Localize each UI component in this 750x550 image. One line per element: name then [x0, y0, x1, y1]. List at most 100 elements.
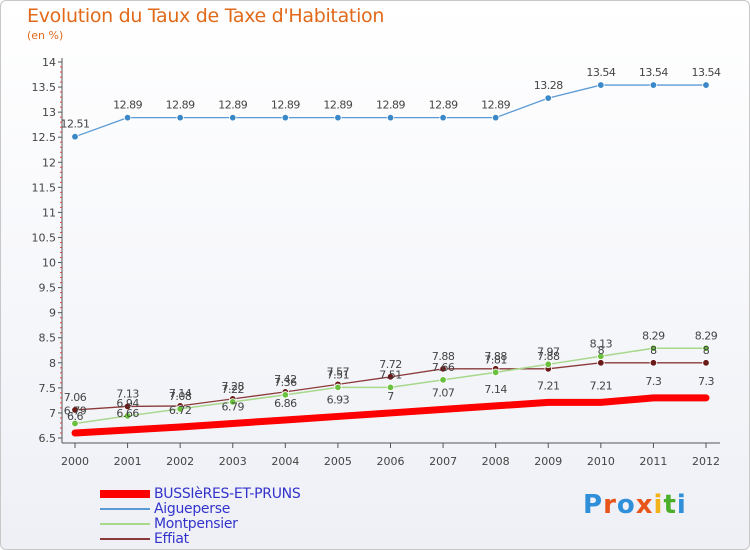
data-point [597, 359, 605, 367]
y-tick-label: 9 [49, 307, 56, 320]
data-label: 7.51 [379, 368, 402, 381]
x-tick-label: 2001 [114, 455, 142, 468]
data-label: 7.14 [169, 387, 192, 400]
y-tick-label: 11 [42, 206, 56, 219]
legend-label: Effiat [154, 531, 189, 547]
data-label: 7.51 [327, 368, 350, 381]
data-point [123, 412, 132, 420]
data-point [544, 360, 552, 369]
data-point [281, 113, 290, 122]
data-label: 13.28 [534, 79, 563, 92]
legend-swatch [100, 523, 150, 525]
data-point [386, 373, 395, 381]
proxiti-logo: Proxiti [583, 490, 687, 520]
legend-swatch [100, 508, 150, 510]
x-tick-label: 2005 [324, 455, 352, 468]
data-label: 7.28 [222, 380, 245, 393]
data-label: 7.22 [222, 383, 245, 396]
y-tick-label: 7.5 [39, 382, 57, 395]
legend-item: BUSSIèRES-ET-PRUNS [100, 486, 301, 502]
chart-title: Evolution du Taux de Taxe d'Habitation [27, 5, 385, 27]
data-label: 7.88 [484, 350, 507, 363]
data-label: 6.79 [64, 404, 87, 417]
y-tick-label: 9.5 [39, 282, 57, 295]
data-point [491, 368, 500, 377]
data-label: 8.13 [590, 337, 613, 350]
data-point [491, 113, 500, 122]
data-label: 7.42 [274, 373, 297, 386]
data-label: 13.54 [692, 66, 721, 79]
data-label: 7.08 [169, 390, 192, 403]
data-point [71, 132, 79, 141]
data-label: 6.93 [327, 393, 350, 406]
data-label: 8.29 [642, 329, 665, 342]
data-label: 12.89 [271, 99, 300, 112]
data-point [439, 113, 447, 122]
data-label: 6.79 [222, 400, 245, 413]
y-tick-label: 7 [49, 407, 56, 420]
data-label: 7.21 [537, 379, 560, 392]
data-point [702, 81, 710, 89]
data-point [229, 113, 237, 122]
data-point [702, 344, 710, 352]
legend-item: Aigueperse [100, 501, 230, 517]
data-point [597, 81, 605, 89]
data-label: 8 [650, 344, 657, 357]
x-tick-label: 2010 [587, 455, 615, 468]
legend-item: Montpensier [100, 516, 238, 532]
y-tick-label: 12.5 [32, 131, 57, 144]
y-tick-label: 13 [42, 106, 56, 119]
data-label: 13.54 [639, 66, 668, 79]
data-label: 6.66 [116, 407, 139, 420]
data-label: 7.81 [484, 353, 507, 366]
data-label: 12.89 [429, 99, 458, 112]
y-tick-label: 13.5 [32, 81, 57, 94]
chart-subtitle: (en %) [27, 29, 64, 42]
data-point [334, 113, 342, 122]
legend-label: Montpensier [154, 516, 238, 532]
data-point [123, 113, 132, 122]
data-label: 6.86 [274, 397, 297, 410]
data-label: 8 [703, 344, 710, 357]
legend-swatch [100, 538, 150, 540]
data-label: 12.89 [113, 99, 142, 112]
series-line-bussières-et-pruns [71, 394, 710, 437]
legend-swatch [100, 490, 150, 498]
data-point [176, 113, 184, 122]
data-point [439, 376, 447, 384]
data-label: 6.94 [116, 397, 139, 410]
data-point [702, 359, 710, 367]
data-point [334, 383, 342, 392]
data-label: 7.36 [274, 376, 297, 389]
x-tick-label: 2007 [429, 455, 457, 468]
data-label: 6.6 [67, 410, 83, 423]
data-label: 7.3 [645, 375, 661, 388]
x-tick-label: 2002 [166, 455, 194, 468]
y-tick-label: 11.5 [32, 181, 57, 194]
x-tick-label: 2011 [639, 455, 667, 468]
data-label: 12.89 [166, 99, 195, 112]
data-label: 7.3 [698, 375, 714, 388]
data-point [71, 406, 79, 414]
data-point [281, 391, 290, 399]
data-point [386, 383, 395, 392]
data-label: 8.29 [695, 329, 718, 342]
x-tick-label: 2008 [482, 455, 510, 468]
x-tick-label: 2000 [61, 455, 89, 468]
data-label: 12.89 [218, 99, 247, 112]
y-tick-label: 10 [42, 257, 56, 270]
data-label: 7.21 [590, 379, 613, 392]
data-label: 7.97 [537, 345, 560, 358]
data-label: 6.72 [169, 404, 192, 417]
x-tick-label: 2004 [271, 455, 299, 468]
data-point [649, 81, 658, 89]
data-label: 7.57 [327, 365, 350, 378]
data-label: 12.89 [376, 99, 405, 112]
data-label: 13.54 [586, 66, 615, 79]
data-label: 7.06 [64, 391, 87, 404]
data-point [71, 419, 79, 428]
data-point [544, 94, 552, 102]
data-label: 7.07 [432, 386, 455, 399]
